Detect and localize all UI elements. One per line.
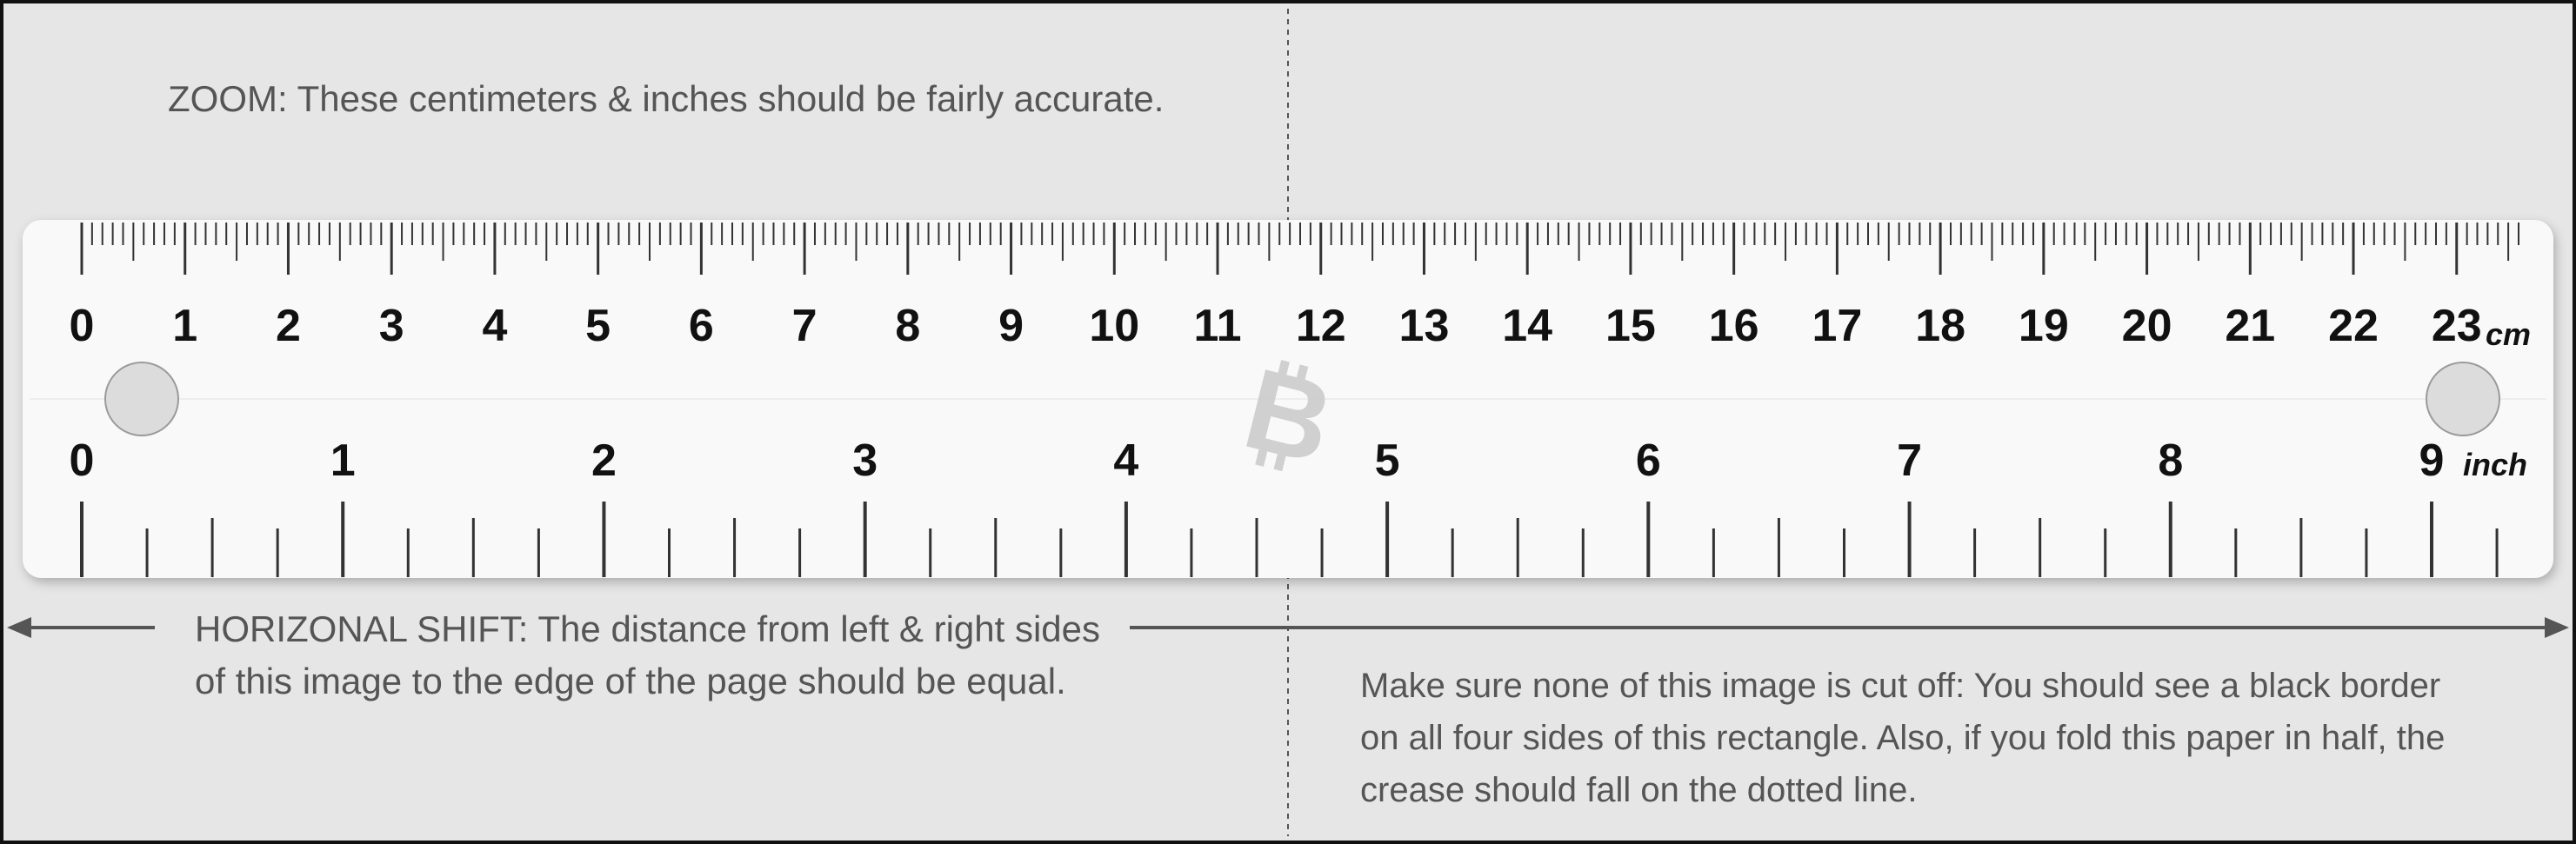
shift-note-line2: of this image to the edge of the page sh… [195, 661, 1066, 701]
left-hole [104, 362, 179, 436]
inch-tick-label: 4 [1113, 435, 1138, 486]
inch-tick-label: 8 [2158, 435, 2183, 486]
cm-tick-label: 23 [2432, 301, 2482, 351]
cm-tick-label: 1 [172, 301, 197, 351]
cm-tick-label: 17 [1812, 301, 1862, 351]
cm-tick-label: 8 [895, 301, 920, 351]
inch-tick-label: 7 [1897, 435, 1922, 486]
cm-tick-label: 9 [998, 301, 1024, 351]
cm-tick-label: 19 [2019, 301, 2069, 351]
cm-tick-label: 14 [1502, 301, 1552, 351]
cm-tick-label: 21 [2225, 301, 2275, 351]
border-note-line1: Make sure none of this image is cut off:… [1360, 667, 2440, 705]
cm-unit-label: cm [2486, 316, 2531, 352]
cm-scale-ticks [80, 223, 2519, 275]
inch-tick-label: 6 [1636, 435, 1661, 486]
cm-scale-labels: 0 1 2 3 4 5 6 7 8 9 10 11 12 13 14 15 16 17 18 19 20 21 22 23 [70, 301, 2482, 351]
inch-tick-label: 2 [591, 435, 617, 486]
inch-unit-label: inch [2463, 447, 2527, 482]
inch-scale-ticks [80, 502, 2499, 577]
inch-tick-label: 0 [70, 435, 95, 486]
ruler: B 0 1 2 3 4 5 6 7 8 9 10 11 12 13 14 15 16 17 18 19 20 21 22 23… [23, 220, 2553, 578]
inch-tick-label: 9 [2419, 435, 2445, 486]
cm-tick-label: 12 [1296, 301, 1346, 351]
zoom-heading: ZOOM: [168, 78, 288, 119]
cm-tick-label: 11 [1194, 301, 1242, 351]
cm-tick-label: 6 [689, 301, 714, 351]
cm-tick-label: 2 [276, 301, 301, 351]
zoom-text: These centimeters & inches should be fai… [297, 78, 1165, 119]
shift-note-line1: HORIZONAL SHIFT: The distance from left … [195, 608, 1100, 649]
cm-tick-label: 7 [792, 301, 818, 351]
cm-tick-label: 18 [1915, 301, 1965, 351]
cm-tick-label: 20 [2122, 301, 2172, 351]
cm-tick-label: 10 [1089, 301, 1139, 351]
shift-arrow [7, 617, 2569, 638]
inch-tick-label: 5 [1375, 435, 1400, 486]
zoom-note: ZOOM: These centimeters & inches should … [168, 78, 1164, 119]
inch-tick-label: 3 [852, 435, 878, 486]
right-hole [2426, 362, 2500, 436]
border-note-line3: crease should fall on the dotted line. [1360, 771, 1917, 809]
cm-tick-label: 22 [2328, 301, 2379, 351]
cm-tick-label: 3 [379, 301, 404, 351]
shift-text-1: The distance from left & right sides [537, 608, 1100, 649]
cm-tick-label: 13 [1399, 301, 1450, 351]
cm-tick-label: 15 [1605, 301, 1656, 351]
cm-tick-label: 16 [1709, 301, 1759, 351]
cm-tick-label: 4 [482, 301, 507, 351]
left-arrowhead-icon [7, 617, 31, 638]
inch-scale-labels: 0 1 2 3 4 5 6 7 8 9 [70, 435, 2445, 486]
border-note-line2: on all four sides of this rectangle. Als… [1360, 719, 2445, 757]
inch-tick-label: 1 [330, 435, 356, 486]
cm-tick-label: 5 [585, 301, 611, 351]
right-arrowhead-icon [2545, 617, 2569, 638]
cm-tick-label: 0 [70, 301, 95, 351]
shift-heading: HORIZONAL SHIFT: [195, 608, 528, 649]
